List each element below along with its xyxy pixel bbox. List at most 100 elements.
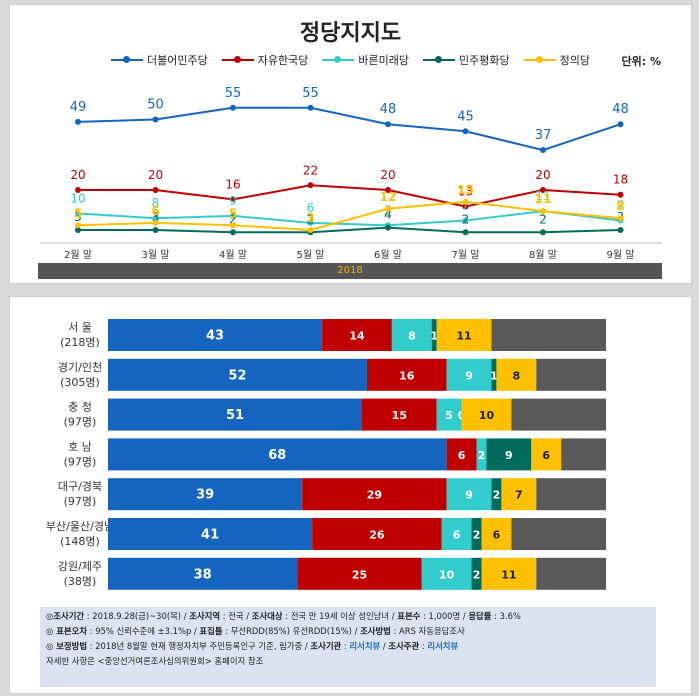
legend-item: 정의당	[523, 52, 590, 68]
data-label: 20	[380, 168, 395, 182]
bar-segment	[441, 518, 472, 550]
data-point	[540, 187, 546, 193]
x-tick-label: 7월 말	[452, 249, 480, 261]
bar-segment	[471, 557, 482, 590]
data-label: 5	[74, 206, 82, 220]
bar-label: 9	[505, 449, 513, 462]
bar-label: 39	[196, 488, 214, 503]
data-point	[385, 205, 391, 212]
bar-segment	[431, 319, 437, 351]
notes-line-3: ◎ 보정방법 : 2018년 8월말 현재 행정자치부 주민등록인구 기준, 림…	[46, 641, 459, 651]
bar-segment-other	[491, 319, 606, 351]
bar-segment	[366, 358, 447, 391]
data-label: 11	[535, 192, 552, 206]
bar-label: 11	[456, 330, 471, 343]
category-count: (148명)	[60, 535, 100, 548]
bar-segment	[491, 478, 502, 511]
data-label: 15	[457, 183, 474, 197]
bar-label: 8	[513, 369, 521, 382]
data-point	[152, 116, 159, 123]
data-point	[540, 147, 546, 154]
bar-label: 6	[458, 449, 466, 462]
data-point	[462, 203, 469, 210]
bar-segment-other	[511, 398, 606, 431]
legend: 더불어민주당 자유한국당 바른미래당 민주평화당 정의당	[10, 52, 691, 68]
bar-label: 43	[206, 329, 224, 344]
data-point	[230, 104, 236, 111]
category-label: 대구/경북	[58, 480, 102, 493]
data-point	[617, 121, 624, 128]
data-point	[307, 219, 314, 226]
bar-segment	[108, 319, 323, 351]
survey-notes: ◎조사기간 : 2018.9.28(금)~30(목) / 조사지역 : 전국 /…	[40, 607, 656, 687]
bar-segment	[108, 398, 362, 431]
series-line	[78, 184, 621, 208]
x-tick-label: 3월 말	[142, 249, 170, 261]
data-label: 16	[225, 177, 240, 191]
data-label: 13	[458, 184, 473, 198]
legend-swatch	[322, 54, 355, 66]
data-point	[617, 226, 624, 233]
bar-segment	[491, 358, 497, 391]
bar-label: 8	[408, 330, 416, 343]
bar-segment	[481, 518, 512, 550]
bar-label: 11	[501, 568, 516, 581]
bar-segment	[496, 358, 537, 391]
bar-label: 68	[268, 448, 286, 463]
data-point	[385, 121, 391, 128]
data-label: 37	[535, 128, 552, 143]
bar-label: 6	[542, 449, 550, 462]
data-point	[230, 229, 236, 236]
bar-segment	[108, 438, 447, 471]
bar-label: 26	[369, 529, 385, 542]
bar-label: 29	[367, 489, 382, 502]
data-label: 3	[306, 211, 314, 225]
data-point	[385, 187, 391, 193]
data-label: 3	[74, 210, 82, 224]
data-label: 2	[539, 212, 547, 226]
bar-label: 5	[445, 409, 453, 422]
legend-label: 자유한국당	[257, 54, 309, 67]
bar-segment	[486, 438, 532, 471]
bar-segment	[481, 557, 537, 590]
data-point	[462, 198, 469, 205]
bar-segment-other	[561, 438, 606, 471]
bar-label: 9	[465, 489, 473, 502]
bar-segment	[108, 358, 367, 391]
bar-label: 10	[479, 409, 495, 422]
data-point	[152, 226, 159, 233]
bar-segment	[108, 478, 303, 511]
data-label: 18	[613, 173, 628, 187]
category-count: (97명)	[64, 495, 97, 508]
bar-segment	[322, 319, 392, 351]
data-label: 45	[457, 109, 474, 124]
category-label: 충 청	[68, 401, 92, 414]
data-label: 2	[307, 212, 315, 226]
x-tick-label: 8월 말	[529, 249, 557, 261]
data-label: 48	[380, 102, 397, 117]
x-tick-label: 5월 말	[297, 249, 325, 261]
bar-segment	[391, 319, 432, 351]
bar-label: 2	[478, 449, 486, 462]
data-point	[152, 219, 159, 226]
x-tick-label: 6월 말	[374, 249, 402, 261]
bar-segment-other	[536, 358, 606, 391]
bar-segment	[108, 518, 313, 550]
data-label: 20	[535, 168, 550, 182]
bar-label: 2	[473, 529, 481, 542]
series-line	[77, 200, 621, 231]
data-label: 11	[535, 189, 550, 203]
data-label: 22	[303, 163, 318, 177]
notes-line-2: ◎ 표본오차 : 95% 신뢰수준에 ±3.1%p / 표집틀 : 무선RDD(…	[46, 626, 465, 636]
legend-swatch	[422, 54, 455, 66]
data-point	[75, 226, 81, 233]
data-point	[307, 182, 314, 189]
data-point	[385, 224, 391, 231]
bar-label: 15	[392, 409, 407, 422]
data-point	[307, 104, 314, 111]
bar-label: 41	[201, 528, 219, 543]
bar-label: 52	[228, 368, 246, 383]
data-label: 49	[70, 100, 87, 115]
bar-label: 2	[473, 568, 481, 581]
